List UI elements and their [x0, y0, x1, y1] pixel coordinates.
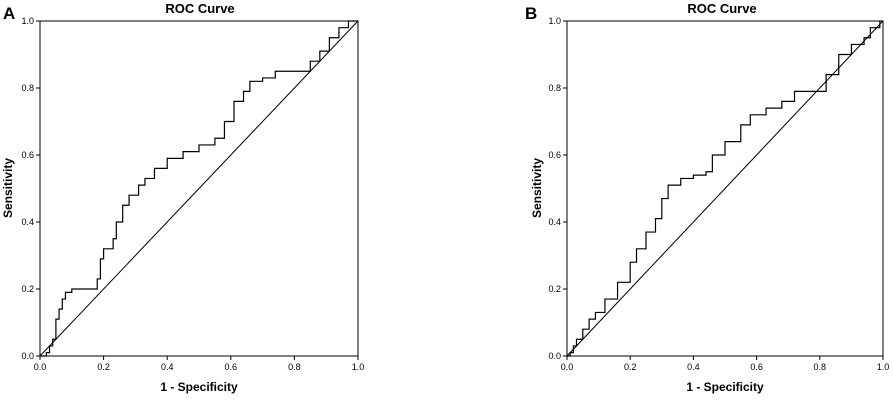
panel-a-x-tick-label-5: 1.0: [352, 362, 365, 372]
panel-a-x-tick-label-3: 0.6: [225, 362, 238, 372]
panel-a-x-axis-label: 1 - Specificity: [160, 380, 238, 394]
panel-a-y-tick-label-2: 0.4: [21, 217, 34, 227]
panel-b-x-ticks: 0.0 0.2 0.4 0.6 0.8 1.0: [561, 356, 890, 372]
panel-b-y-tick-label-2: 0.4: [548, 217, 561, 227]
panel-b-title: ROC Curve: [687, 1, 756, 16]
panel-b-x-tick-label-4: 0.8: [814, 362, 827, 372]
panel-a-title: ROC Curve: [165, 1, 234, 16]
panel-a-reference-diagonal: [39, 20, 359, 357]
panel-b-reference-diagonal: [566, 20, 884, 357]
panel-b-y-axis-label: Sensitivity: [530, 158, 544, 218]
panel-b: B ROC Curve 0.0 0.2 0.4 0.6 0.8 1.0 0.0 0.2 0.4…: [525, 1, 889, 394]
panel-a: A ROC Curve 0.0 0.2 0.4 0.6 0.8 1.0 0.0 0.2 0.4…: [1, 1, 364, 394]
panel-a-series: [39, 20, 359, 357]
panel-b-roc-curve: [567, 20, 883, 357]
panel-a-x-tick-label-2: 0.4: [161, 362, 174, 372]
panel-a-x-tick-label-1: 0.2: [97, 362, 110, 372]
panel-a-y-tick-label-5: 1.0: [21, 16, 34, 26]
panel-a-y-tick-label-1: 0.2: [21, 284, 34, 294]
panel-a-x-tick-label-0: 0.0: [34, 362, 47, 372]
panel-a-roc-curve: [40, 20, 358, 357]
panel-a-y-tick-label-4: 0.8: [21, 83, 34, 93]
panel-a-y-tick-label-0: 0.0: [21, 351, 34, 361]
panel-b-y-tick-label-1: 0.2: [548, 284, 561, 294]
panel-b-x-tick-label-2: 0.4: [687, 362, 700, 372]
panel-a-x-ticks: 0.0 0.2 0.4 0.6 0.8 1.0: [34, 356, 365, 372]
panel-b-y-tick-label-0: 0.0: [548, 351, 561, 361]
panel-b-series: [566, 20, 884, 357]
panel-b-x-tick-label-1: 0.2: [624, 362, 637, 372]
panel-a-y-ticks: 0.0 0.2 0.4 0.6 0.8 1.0: [21, 16, 40, 361]
panel-b-label: B: [525, 4, 537, 23]
panel-a-y-tick-label-3: 0.6: [21, 150, 34, 160]
panel-b-plot-frame: [566, 20, 884, 357]
panel-a-plot-frame: [39, 20, 359, 357]
panel-b-y-tick-label-3: 0.6: [548, 150, 561, 160]
panel-b-y-tick-label-4: 0.8: [548, 83, 561, 93]
panel-b-x-tick-label-5: 1.0: [877, 362, 890, 372]
panel-b-x-tick-label-3: 0.6: [750, 362, 763, 372]
panel-b-x-tick-label-0: 0.0: [561, 362, 574, 372]
panel-b-y-tick-label-5: 1.0: [548, 16, 561, 26]
panel-a-label: A: [3, 4, 15, 23]
panel-a-x-tick-label-4: 0.8: [288, 362, 301, 372]
panel-b-x-axis-label: 1 - Specificity: [686, 380, 764, 394]
panel-a-y-axis-label: Sensitivity: [1, 158, 15, 218]
panel-b-y-ticks: 0.0 0.2 0.4 0.6 0.8 1.0: [548, 16, 567, 361]
